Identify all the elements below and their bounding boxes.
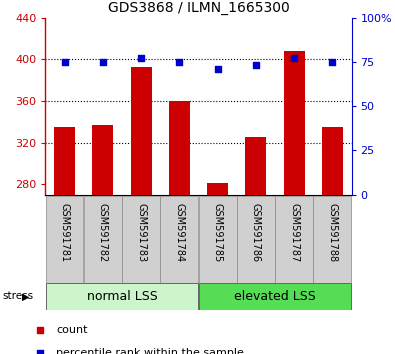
Text: GSM591787: GSM591787 — [289, 202, 299, 262]
Bar — [284, 51, 305, 195]
Bar — [131, 67, 152, 195]
Bar — [199, 283, 352, 310]
Bar — [54, 127, 75, 195]
Bar — [45, 196, 83, 283]
Point — [329, 59, 336, 65]
Text: GSM591781: GSM591781 — [60, 202, 70, 262]
Point — [61, 59, 68, 65]
Text: GSM591784: GSM591784 — [174, 202, 184, 262]
Bar — [122, 196, 160, 283]
Bar — [207, 183, 228, 195]
Bar — [237, 196, 275, 283]
Bar — [245, 137, 266, 195]
Text: elevated LSS: elevated LSS — [234, 290, 316, 303]
Text: stress: stress — [2, 291, 33, 302]
Bar — [92, 125, 113, 195]
Bar — [169, 101, 190, 195]
Bar — [275, 196, 313, 283]
Point — [37, 327, 43, 333]
Text: GSM591783: GSM591783 — [136, 202, 146, 262]
Title: GDS3868 / ILMN_1665300: GDS3868 / ILMN_1665300 — [107, 1, 290, 15]
Point — [176, 59, 182, 65]
Text: count: count — [56, 325, 87, 335]
Text: GSM591788: GSM591788 — [327, 202, 337, 262]
Text: GSM591785: GSM591785 — [213, 202, 223, 262]
Text: percentile rank within the sample: percentile rank within the sample — [56, 348, 244, 354]
Text: ▶: ▶ — [22, 291, 29, 302]
Point — [100, 59, 106, 65]
Point — [37, 350, 43, 354]
Text: GSM591786: GSM591786 — [251, 202, 261, 262]
Point — [214, 66, 221, 72]
Bar — [322, 127, 343, 195]
Point — [138, 56, 144, 61]
Bar — [160, 196, 198, 283]
Point — [253, 63, 259, 68]
Bar — [314, 196, 352, 283]
Text: normal LSS: normal LSS — [87, 290, 157, 303]
Bar — [199, 196, 237, 283]
Point — [291, 56, 297, 61]
Bar — [45, 283, 198, 310]
Text: GSM591782: GSM591782 — [98, 202, 108, 262]
Bar — [84, 196, 122, 283]
